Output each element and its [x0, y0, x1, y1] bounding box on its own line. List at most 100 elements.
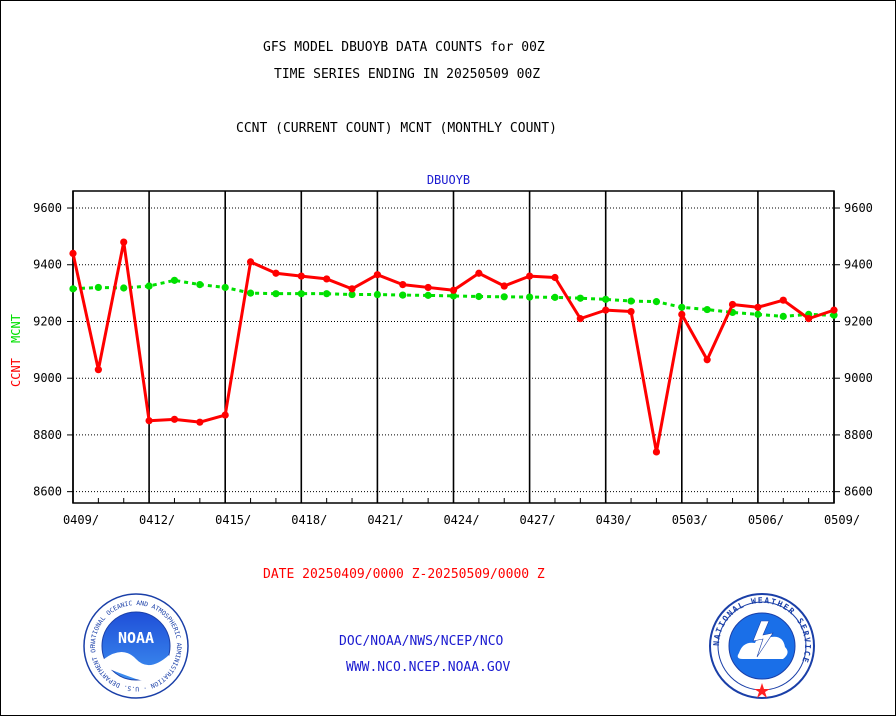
data-point-ccnt — [424, 283, 432, 292]
data-point-mcnt — [373, 290, 381, 299]
data-point-mcnt — [120, 284, 128, 292]
data-point-ccnt — [830, 306, 838, 314]
data-point-ccnt — [246, 258, 255, 266]
data-point-ccnt — [170, 415, 179, 423]
chart-labels: 8600 8600 8800 8800 9000 9000 9200 9200 9400 9400… — [9, 173, 873, 527]
data-point-mcnt — [652, 298, 661, 306]
data-point-mcnt — [145, 282, 153, 290]
data-point-ccnt — [221, 411, 229, 419]
data-point-ccnt — [196, 418, 204, 426]
x-tick-label: 0415/ — [215, 513, 251, 527]
data-point-mcnt — [297, 290, 305, 298]
y-tick-label-left: 9600 — [33, 201, 62, 215]
x-tick-label: 0409/ — [63, 513, 99, 527]
y-tick-label-right: 8800 — [844, 428, 873, 442]
data-point-ccnt — [348, 285, 356, 293]
data-point-mcnt — [221, 283, 229, 292]
data-point-ccnt — [69, 249, 77, 257]
data-point-mcnt — [69, 285, 77, 293]
data-point-mcnt — [348, 290, 356, 299]
data-point-mcnt — [449, 292, 458, 300]
data-point-ccnt — [297, 272, 305, 280]
data-point-ccnt — [145, 417, 153, 425]
x-tick-label: 0427/ — [520, 513, 556, 527]
y-tick-label-right: 9400 — [844, 258, 873, 272]
data-point-ccnt — [373, 271, 381, 279]
x-tick-label: 0506/ — [748, 513, 784, 527]
data-point-ccnt — [576, 315, 584, 323]
data-point-ccnt — [754, 303, 762, 311]
chart-title-line1: GFS MODEL DBUOYB DATA COUNTS for 00Z — [263, 40, 545, 55]
data-point-mcnt — [551, 293, 559, 301]
x-tick-label: 0424/ — [443, 513, 479, 527]
y-tick-label-left: 8600 — [33, 485, 62, 499]
data-point-ccnt — [120, 238, 128, 246]
y-tick-label-left: 8800 — [33, 428, 62, 442]
data-point-mcnt — [830, 311, 838, 319]
data-point-mcnt — [196, 281, 204, 289]
panel-title: DBUOYB — [427, 173, 470, 187]
nco-website-link[interactable]: WWW.NCO.NCEP.NOAA.GOV — [346, 660, 511, 675]
time-series-chart: 8600 8600 8800 8800 9000 9000 9200 9200 9400 9400… — [9, 173, 873, 527]
y-tick-label-right: 9600 — [844, 201, 873, 215]
x-tick-label: 0503/ — [672, 513, 708, 527]
data-point-ccnt — [627, 307, 635, 316]
y-tick-label-right: 9200 — [844, 314, 873, 328]
noaa-logo-text: NOAA — [118, 629, 154, 647]
data-point-mcnt — [500, 293, 508, 301]
data-point-ccnt — [602, 306, 610, 314]
x-tick-label: 0412/ — [139, 513, 175, 527]
data-point-mcnt — [779, 312, 787, 320]
data-point-ccnt — [728, 300, 737, 309]
data-point-ccnt — [526, 272, 534, 280]
data-point-mcnt — [170, 276, 179, 284]
ylabel-ccnt: CCNT — [9, 358, 23, 387]
y-tick-label-right: 8600 — [844, 485, 873, 499]
series-mcnt — [69, 276, 838, 320]
data-point-ccnt — [805, 315, 813, 323]
data-point-ccnt — [652, 448, 661, 456]
chart-subtitle: CCNT (CURRENT COUNT) MCNT (MONTHLY COUNT… — [236, 121, 557, 136]
data-point-mcnt — [399, 291, 407, 299]
noaa-logo: NATIONAL OCEANIC AND ATMOSPHERIC ADMINIS… — [81, 588, 189, 699]
chart-grid — [72, 191, 835, 503]
data-point-ccnt — [678, 310, 686, 318]
doc-noaa-link[interactable]: DOC/NOAA/NWS/NCEP/NCO — [339, 634, 504, 649]
data-point-mcnt — [678, 303, 686, 311]
y-tick-label-left: 9400 — [33, 258, 62, 272]
x-tick-label: 0421/ — [367, 513, 403, 527]
y-tick-label-right: 9000 — [844, 371, 873, 385]
data-point-mcnt — [526, 293, 534, 301]
plot-area-border — [72, 190, 835, 504]
data-point-mcnt — [576, 294, 584, 302]
data-point-ccnt — [94, 366, 102, 374]
data-point-ccnt — [475, 269, 483, 277]
data-point-ccnt — [500, 282, 508, 290]
data-point-ccnt — [449, 286, 458, 294]
ylabel-mcnt: MCNT — [9, 314, 23, 343]
series-ccnt — [69, 238, 838, 456]
data-point-ccnt — [272, 269, 280, 277]
data-point-mcnt — [703, 305, 711, 314]
data-point-mcnt — [754, 310, 762, 318]
data-point-ccnt — [779, 296, 787, 304]
data-point-ccnt — [399, 281, 407, 289]
data-point-mcnt — [323, 290, 331, 298]
y-tick-label-left: 9000 — [33, 371, 62, 385]
x-tick-label: 0418/ — [291, 513, 327, 527]
x-tick-label: 0430/ — [596, 513, 632, 527]
data-point-mcnt — [272, 290, 280, 298]
data-point-mcnt — [602, 295, 610, 303]
data-point-mcnt — [475, 292, 483, 301]
data-point-ccnt — [323, 275, 331, 283]
data-point-mcnt — [94, 283, 102, 292]
data-point-mcnt — [246, 289, 255, 297]
data-point-mcnt — [424, 291, 432, 299]
date-range-label: DATE 20250409/0000 Z-20250509/0000 Z — [263, 567, 545, 582]
nws-logo: NATIONAL WEATHER SERVICE — [709, 593, 815, 699]
chart-axes — [67, 190, 840, 504]
data-point-ccnt — [551, 273, 559, 282]
y-tick-label-left: 9200 — [33, 314, 62, 328]
data-point-ccnt — [703, 356, 711, 364]
